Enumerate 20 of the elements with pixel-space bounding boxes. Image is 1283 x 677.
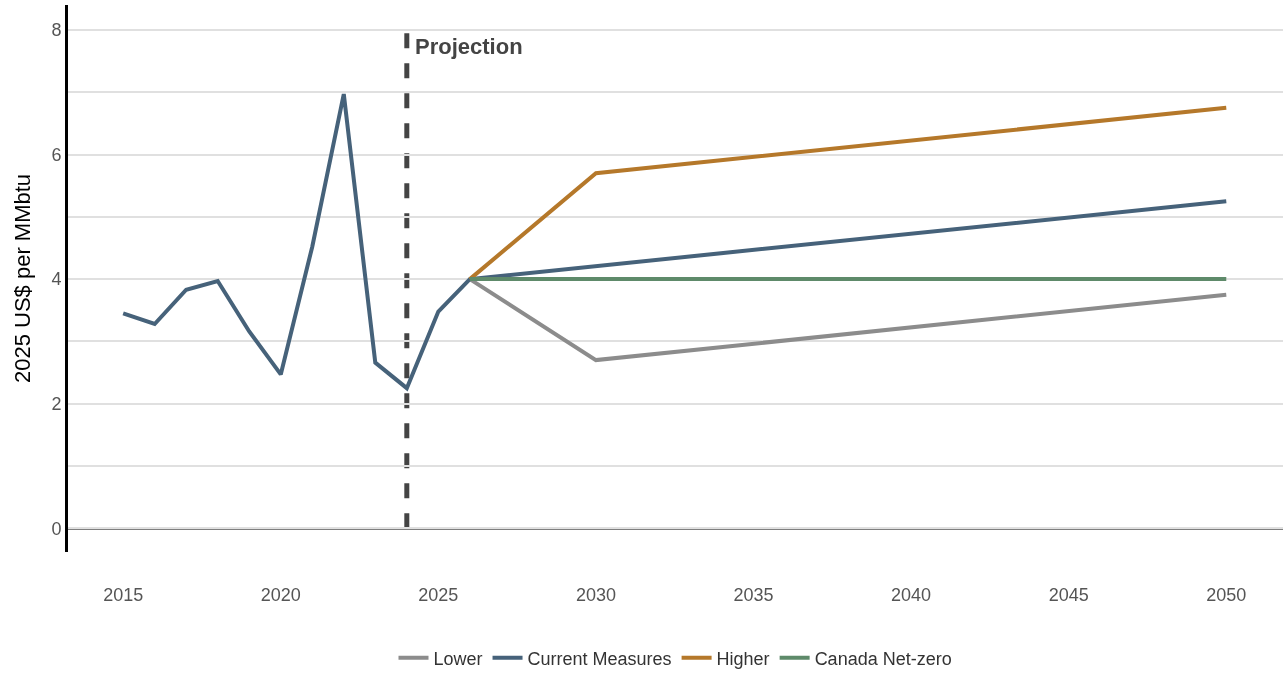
x-tick-label: 2015 [103, 585, 144, 605]
x-tick-label: 2040 [891, 585, 932, 605]
x-tick-label: 2035 [733, 585, 774, 605]
y-axis-title: 2025 US$ per MMbtu [10, 173, 36, 384]
x-tick-label: 2050 [1206, 585, 1247, 605]
line-series [121, 92, 1229, 391]
x-tick-label: 2025 [418, 585, 459, 605]
y-tick-label: 4 [51, 269, 62, 290]
legend-label: Canada Net-zero [814, 648, 952, 669]
y-tick-label: 8 [51, 20, 62, 41]
legend-label: Higher [716, 648, 770, 669]
y-tick-label: 0 [51, 518, 62, 539]
ref-line-label: Projection [415, 34, 523, 59]
x-tick-label: 2045 [1048, 585, 1089, 605]
legend-label: Lower [433, 648, 483, 669]
x-tick-label: 2030 [575, 585, 616, 605]
legend-label: Current Measures [527, 648, 672, 669]
x-tick-label: 2020 [260, 585, 301, 605]
y-tick-label: 2 [51, 394, 62, 415]
y-tick-label: 6 [51, 144, 62, 165]
